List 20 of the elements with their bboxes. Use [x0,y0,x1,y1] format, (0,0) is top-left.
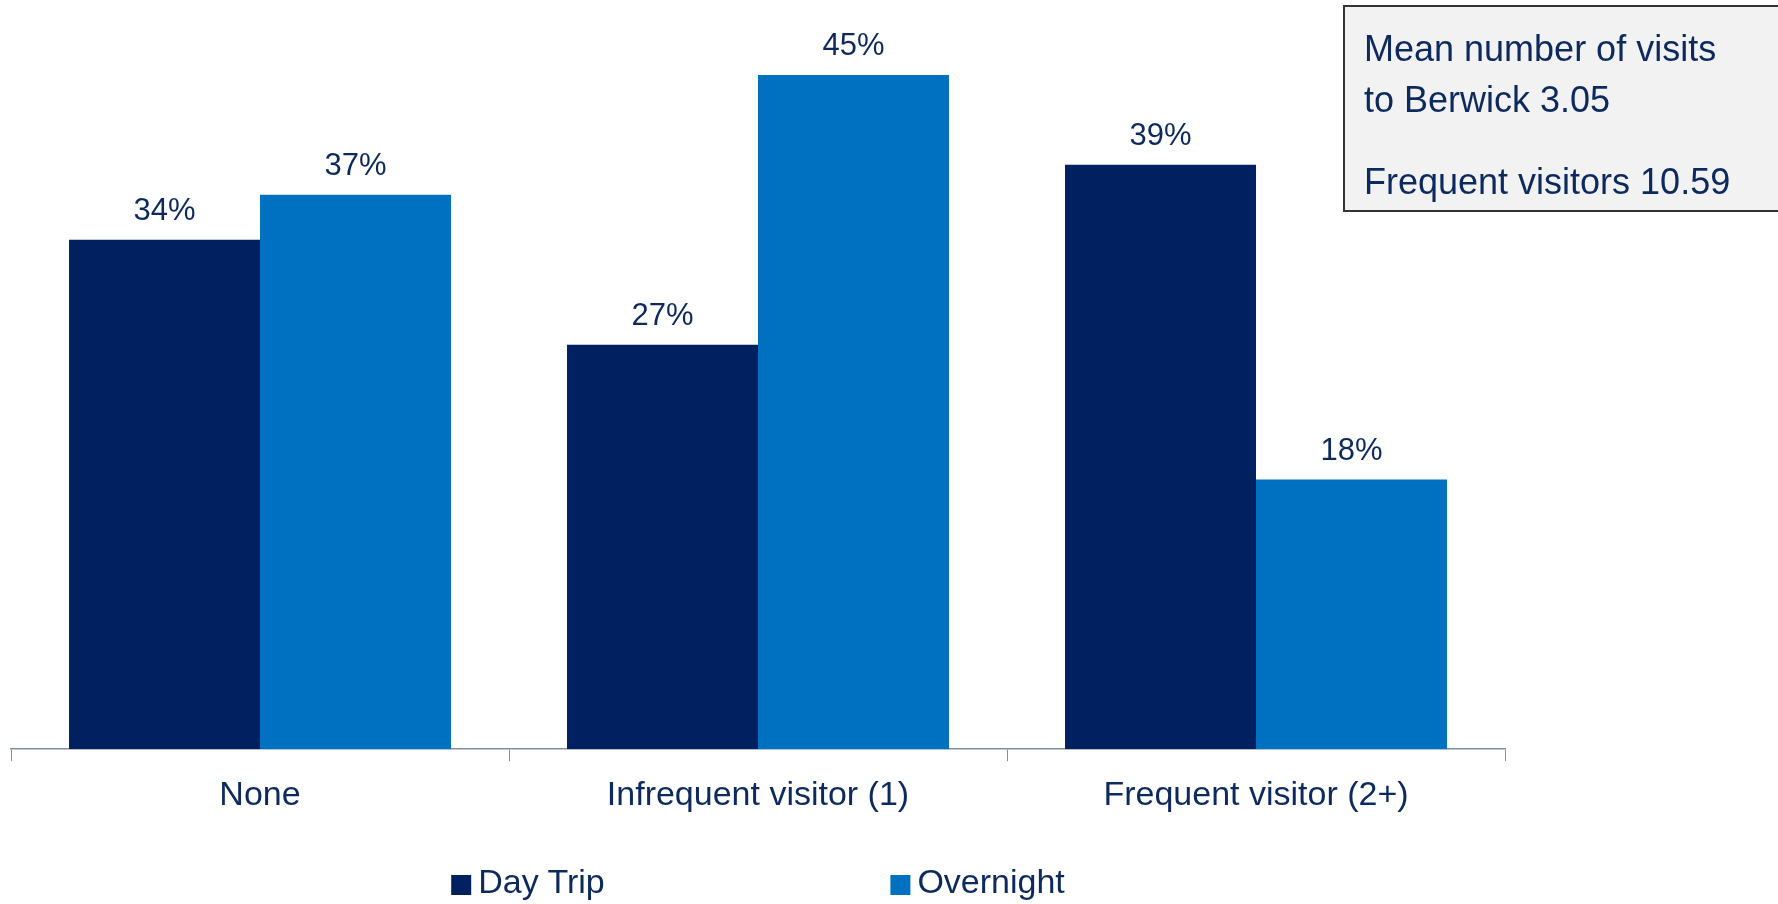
annotation: Frequent visitors 10.59 [1364,160,1732,204]
legend-label: Overnight [917,862,1066,901]
data-label: 18% [1320,431,1383,467]
bar [260,194,451,750]
x-tick-label: Frequent visitor (2+) [1103,773,1409,812]
data-label: 34% [133,191,196,227]
bar [1065,164,1256,750]
bar [1256,479,1447,750]
bar [758,74,949,750]
x-tick-label: None [219,773,301,812]
note-box: Mean number of visits to Berwick 3.05 Frequent visitors 10.59 [1343,5,1778,212]
bar [567,344,758,750]
annotation: Mean number of visits to Berwick 3.05 [1364,27,1718,122]
data-label: 45% [822,26,885,62]
data-label: 39% [1129,116,1192,152]
data-label: 27% [631,296,694,332]
data-label: 37% [324,146,387,182]
bar [69,239,260,750]
legend-label: Day Trip [478,862,605,901]
x-tick-label: Infrequent visitor (1) [606,773,910,812]
